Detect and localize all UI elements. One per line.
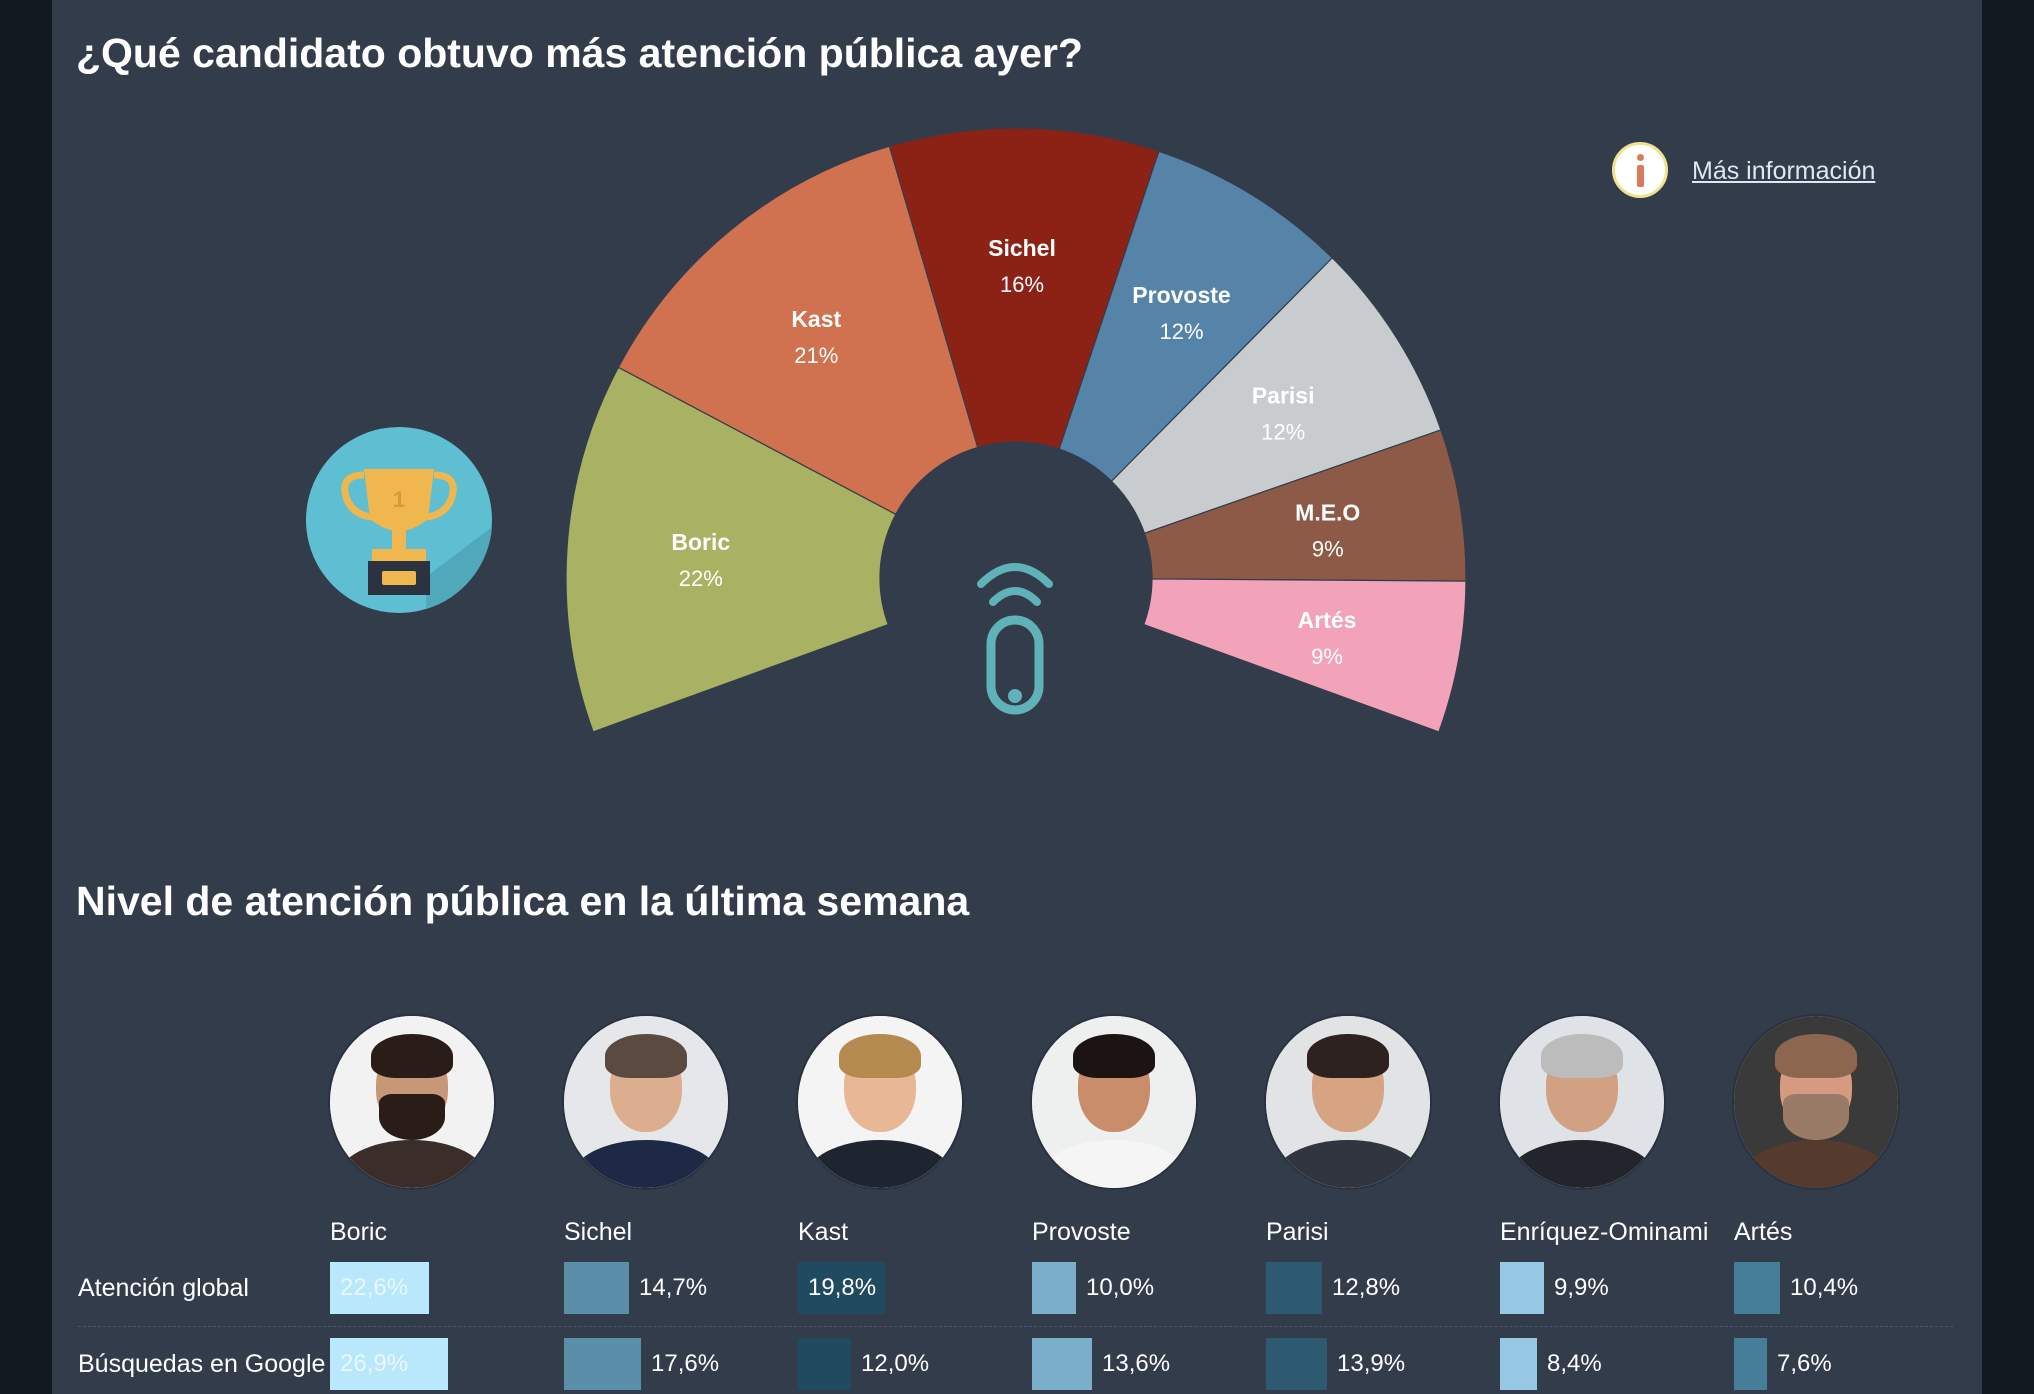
candidate-name: Artés: [1734, 1218, 1793, 1246]
slice-art-s[interactable]: [1143, 578, 1467, 733]
candidate-name: Sichel: [564, 1218, 633, 1246]
slice-parisi[interactable]: [1110, 257, 1442, 535]
avatar-art-s: [1732, 1014, 1900, 1190]
row-label: Búsquedas en Google: [78, 1350, 326, 1378]
avatar-enr-quez-ominami: [1498, 1014, 1666, 1190]
slice-boric[interactable]: [565, 366, 897, 733]
value-label: 8,4%: [1547, 1350, 1602, 1377]
value-label: 22,6%: [340, 1274, 409, 1301]
slice-value: 12%: [1159, 319, 1203, 344]
candidate-name: Parisi: [1266, 1218, 1329, 1246]
slice-sichel[interactable]: [888, 127, 1160, 450]
value-label: 14,7%: [639, 1274, 708, 1301]
value-label: 26,9%: [340, 1350, 409, 1377]
avatar-kast: [796, 1014, 964, 1190]
value-label: 12,0%: [861, 1350, 930, 1377]
slice-label: Parisi: [1252, 382, 1315, 408]
value-bar: [1500, 1338, 1537, 1390]
antenna-icon: [977, 563, 1053, 715]
slice-kast[interactable]: [617, 145, 979, 516]
value-label: 10,0%: [1086, 1274, 1155, 1301]
candidate-name: Provoste: [1032, 1218, 1131, 1246]
row-label: Atención global: [78, 1274, 249, 1302]
value-bar: [1032, 1262, 1076, 1314]
value-label: 10,4%: [1790, 1274, 1859, 1301]
avatar-provoste: [1030, 1014, 1198, 1190]
value-bar: [1734, 1338, 1767, 1390]
value-bar: [1500, 1262, 1544, 1314]
candidate-name: Boric: [330, 1218, 387, 1246]
value-bar: [330, 1262, 429, 1314]
value-label: 13,6%: [1102, 1350, 1171, 1377]
value-bar: [1734, 1262, 1780, 1314]
more-info-link[interactable]: Más información: [1692, 157, 1876, 185]
value-bar: [1266, 1338, 1327, 1390]
slice-value: 21%: [794, 343, 838, 368]
avatar-boric: [328, 1014, 496, 1190]
value-bar: [564, 1338, 641, 1390]
slice-value: 22%: [679, 566, 723, 591]
slice-value: 9%: [1311, 644, 1343, 669]
avatar-sichel: [562, 1014, 730, 1190]
slice-label: Sichel: [988, 235, 1056, 261]
value-bar: [798, 1338, 851, 1390]
value-label: 12,8%: [1332, 1274, 1401, 1301]
value-label: 13,9%: [1337, 1350, 1406, 1377]
slice-value: 9%: [1312, 536, 1344, 561]
slice-label: Artés: [1298, 607, 1357, 633]
svg-text:1: 1: [393, 487, 405, 512]
slice-provoste[interactable]: [1058, 150, 1334, 483]
week-title: Nivel de atención pública en la última s…: [76, 878, 970, 924]
slice-label: Boric: [671, 529, 730, 555]
value-label: 7,6%: [1777, 1350, 1832, 1377]
candidate-name: Kast: [798, 1218, 849, 1246]
trophy-icon: 1: [306, 427, 492, 613]
slice-label: Provoste: [1132, 282, 1230, 308]
value-label: 9,9%: [1554, 1274, 1609, 1301]
slice-label: M.E.O: [1295, 499, 1360, 525]
slice-label: Kast: [791, 306, 841, 332]
avatar-parisi: [1264, 1014, 1432, 1190]
value-label: 19,8%: [808, 1274, 877, 1301]
slice-value: 12%: [1261, 419, 1305, 444]
value-bar: [798, 1262, 885, 1314]
value-bar: [1266, 1262, 1322, 1314]
main-title: ¿Qué candidato obtuvo más atención públi…: [76, 30, 1083, 76]
row-divider: [78, 1326, 1953, 1327]
half-donut-chart: Boric 22% Kast 21% Sichel 16% Provoste 12% Paris…: [565, 127, 1467, 733]
value-bar: [330, 1338, 448, 1390]
value-label: 17,6%: [651, 1350, 720, 1377]
candidate-name: Enríquez-Ominami: [1500, 1218, 1709, 1246]
value-bar: [1032, 1338, 1092, 1390]
slice-value: 16%: [1000, 272, 1044, 297]
info-icon[interactable]: [1612, 142, 1668, 198]
value-bar: [564, 1262, 629, 1314]
